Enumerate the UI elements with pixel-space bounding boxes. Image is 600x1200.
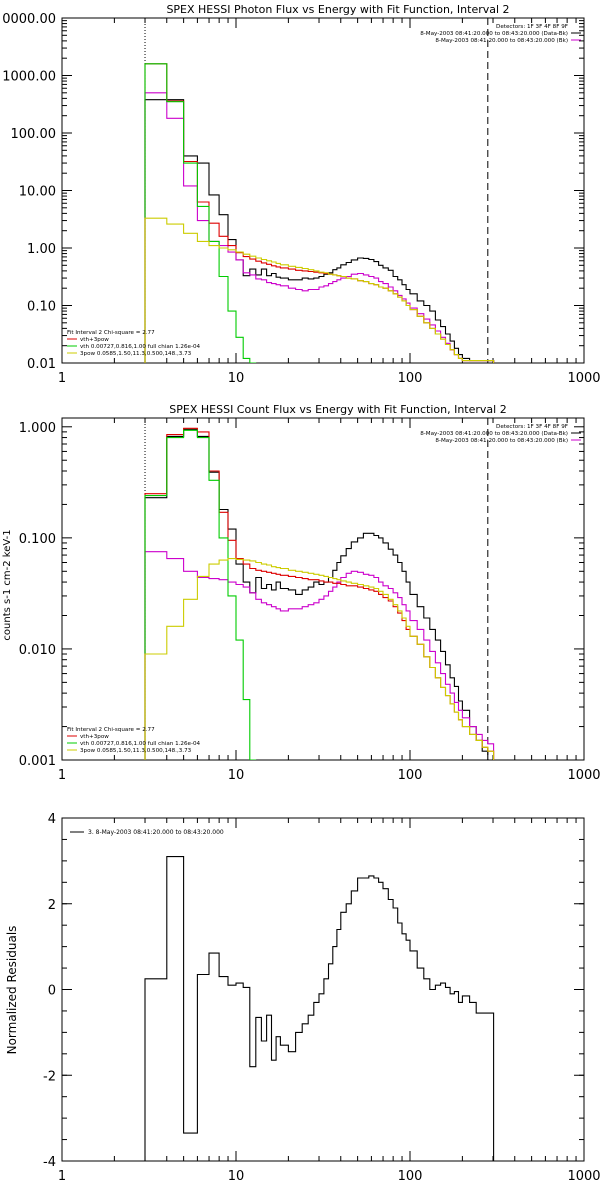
x-tick-label: 10 [228, 1169, 245, 1184]
series-line-bk [144, 551, 495, 760]
y-tick-label: 2 [48, 898, 56, 913]
y-tick-label: 0 [48, 984, 56, 999]
y-tick-label: 1.00 [27, 242, 56, 257]
x-tick-label: 10 [228, 371, 245, 386]
y-tick-label: 0.10 [27, 300, 56, 315]
y-tick-label: 1000.00 [2, 70, 56, 85]
panel-2-title: SPEX HESSI Count Flux vs Energy with Fit… [169, 403, 506, 416]
series-line-3pow [144, 558, 495, 760]
series-line-vth [144, 63, 257, 363]
legend-top-right-text: Detectors: 1F 3F 4F 8F 9F [496, 24, 568, 30]
x-tick-label: 1 [58, 768, 66, 783]
y-tick-label: 100.00 [11, 127, 57, 142]
panel-1-title: SPEX HESSI Photon Flux vs Energy with Fi… [166, 3, 509, 16]
panel-3-plot: 1 10 100 1000 -4 -2 0 2 4 3. 8-May-2003 08:41:20.… [43, 812, 600, 1184]
series-line-data-bk [144, 99, 495, 363]
legend-bottom-left-text: vth 0.00727,0.816,1.00 full chian 1.26e-… [80, 344, 201, 350]
series-line-3pow [144, 217, 495, 363]
legend-bottom-left-text: vth+3pow [80, 337, 109, 343]
x-tick-label: 1 [58, 1169, 66, 1184]
legend-top-right-text: 8-May-2003 08:41:20.000 to 08:43:20.000 … [435, 38, 568, 44]
panel-count-flux: SPEX HESSI Count Flux vs Energy with Fit… [2, 403, 600, 783]
panel-3-ylabel: Normalized Residuals [5, 926, 19, 1055]
panel-2-frame [61, 417, 585, 761]
series-line-3-8-may-2003-08-41-20-000-to-08-43-20-000 [144, 856, 495, 1161]
panel-2-ylabel: counts s-1 cm-2 keV-1 [2, 529, 13, 640]
y-tick-label: -4 [43, 1155, 56, 1170]
legend-bottom-left-text: 3pow 0.0585,1.50,11.3,0.500,148.,3.73 [80, 748, 192, 754]
series-line-bk [144, 92, 495, 363]
y-tick-label: 0.001 [19, 754, 56, 769]
x-tick-label: 1000 [567, 768, 600, 783]
x-tick-label: 100 [398, 768, 423, 783]
x-tick-label: 10 [228, 768, 245, 783]
y-tick-label: 0000.00 [2, 12, 56, 27]
y-tick-label: 1.000 [19, 421, 56, 436]
x-tick-label: 100 [398, 1169, 423, 1184]
panel-1-frame [61, 17, 585, 364]
legend-bottom-left-text: vth+3pow [80, 734, 109, 740]
x-tick-label: 1000 [567, 371, 600, 386]
panel-1-plot: 1 10 100 1000 0.01 0.10 1.00 10.00 100.00 1000.00… [2, 12, 600, 386]
y-tick-label: 10.00 [19, 185, 56, 200]
panel-3-frame [61, 817, 585, 1162]
x-tick-label: 1000 [567, 1169, 600, 1184]
panel-2-plot: 1 10 100 1000 0.001 0.010 0.100 1.000 Detectors:… [19, 418, 600, 783]
series-line-vth [144, 429, 257, 760]
series-group [144, 856, 495, 1161]
legend-top-right-text: 8-May-2003 08:41:20.000 to 08:43:20.000 … [420, 31, 568, 37]
series-group [144, 427, 495, 760]
legend-top-right-text: Detectors: 1F 3F 4F 8F 9F [496, 424, 568, 430]
y-tick-label: -2 [43, 1069, 56, 1084]
y-tick-label: 4 [48, 812, 56, 827]
x-tick-label: 100 [398, 371, 423, 386]
series-line-data-bk [144, 428, 495, 760]
panel-residuals: Normalized Residuals 1 10 100 1000 -4 -2 0 2 4 3.… [5, 812, 600, 1184]
y-tick-label: 0.100 [19, 532, 56, 547]
legend-top-right-text: 8-May-2003 08:41:20.000 to 08:43:20.000 … [420, 431, 568, 437]
legend-bottom-left-text: 3pow 0.0585,1.50,11.3,0.500,148.,3.73 [80, 351, 192, 357]
panel-photon-flux: SPEX HESSI Photon Flux vs Energy with Fi… [2, 3, 600, 386]
legend-bottom-left-text: Fit Interval 2 Chi-square = 2.77 [67, 727, 155, 733]
legend-bottom-left-text: Fit Interval 2 Chi-square = 2.77 [67, 330, 155, 336]
legend-bottom-left-text: vth 0.00727,0.816,1.00 full chian 1.26e-… [80, 741, 201, 747]
legend-top-right-text: 8-May-2003 08:41:20.000 to 08:43:20.000 … [435, 438, 568, 444]
legend-top-left-text: 3. 8-May-2003 08:41:20.000 to 08:43:20.0… [88, 829, 224, 836]
y-tick-label: 0.01 [27, 357, 56, 372]
y-tick-label: 0.010 [19, 643, 56, 658]
series-group [144, 63, 495, 363]
x-tick-label: 1 [58, 371, 66, 386]
